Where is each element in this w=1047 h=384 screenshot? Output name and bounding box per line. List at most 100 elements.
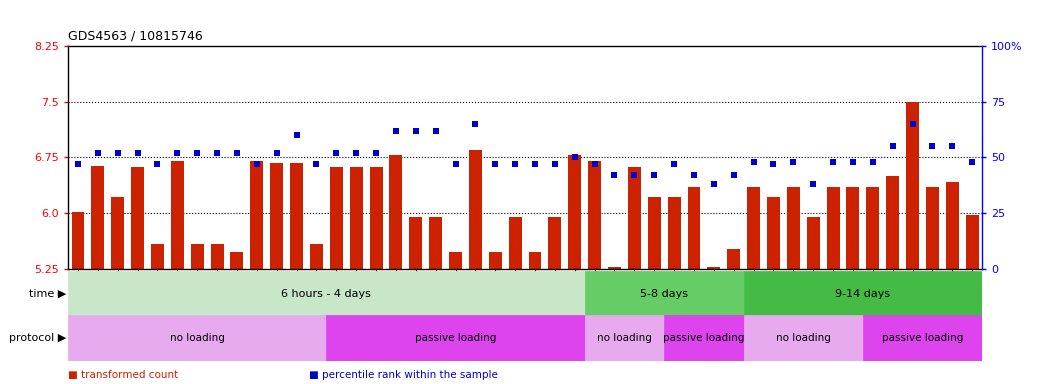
Point [646, 172, 663, 178]
Point [109, 150, 126, 156]
Bar [250, 161, 263, 269]
Text: ■ transformed count: ■ transformed count [68, 370, 178, 380]
Point [208, 150, 225, 156]
Bar [327, 315, 584, 361]
Bar [648, 197, 661, 269]
Text: 9-14 days: 9-14 days [836, 289, 890, 299]
Point [845, 159, 862, 165]
Bar [350, 167, 362, 269]
Point [507, 161, 524, 167]
Point [905, 121, 921, 127]
Bar [668, 197, 681, 269]
Point [745, 159, 762, 165]
Point [626, 172, 643, 178]
Text: GDS4563 / 10815746: GDS4563 / 10815746 [68, 29, 203, 42]
Point [686, 172, 703, 178]
Point [785, 159, 802, 165]
Point [805, 181, 822, 187]
Bar [584, 271, 743, 317]
Point [348, 150, 364, 156]
Text: no loading: no loading [170, 333, 225, 343]
Point [427, 127, 444, 134]
Point [606, 172, 623, 178]
Bar [863, 315, 982, 361]
Bar [131, 167, 144, 269]
Point [726, 172, 742, 178]
Bar [310, 244, 322, 269]
Point [566, 154, 583, 161]
Point [387, 127, 404, 134]
Point [308, 161, 325, 167]
Bar [270, 163, 283, 269]
Text: protocol ▶: protocol ▶ [8, 333, 66, 343]
Bar [509, 217, 521, 269]
Text: ■ percentile rank within the sample: ■ percentile rank within the sample [309, 370, 497, 380]
Point [885, 143, 901, 149]
Text: passive loading: passive loading [882, 333, 963, 343]
Text: 5-8 days: 5-8 days [640, 289, 688, 299]
Bar [807, 217, 820, 269]
Point [527, 161, 543, 167]
Bar [767, 197, 780, 269]
Point [586, 161, 603, 167]
Bar [728, 249, 740, 269]
Point [169, 150, 185, 156]
Point [328, 150, 344, 156]
Point [944, 143, 961, 149]
Point [487, 161, 504, 167]
Bar [171, 161, 184, 269]
Bar [409, 217, 422, 269]
Bar [588, 161, 601, 269]
Bar [743, 271, 982, 317]
Point [149, 161, 165, 167]
Bar [449, 252, 462, 269]
Point [865, 159, 882, 165]
Bar [743, 315, 863, 361]
Bar [111, 197, 125, 269]
Bar [489, 252, 502, 269]
Bar [210, 244, 224, 269]
Bar [664, 315, 743, 361]
Point [288, 132, 305, 138]
Point [666, 161, 683, 167]
Point [706, 181, 722, 187]
Bar [886, 176, 899, 269]
Bar [68, 271, 584, 317]
Bar [708, 266, 720, 269]
Bar [846, 187, 860, 269]
Bar [628, 167, 641, 269]
Bar [330, 167, 342, 269]
Bar [71, 212, 85, 269]
Bar [389, 155, 402, 269]
Point [248, 161, 265, 167]
Bar [68, 315, 327, 361]
Bar [370, 167, 382, 269]
Text: passive loading: passive loading [415, 333, 496, 343]
Bar [945, 182, 959, 269]
Bar [549, 217, 561, 269]
Bar [230, 252, 243, 269]
Bar [584, 315, 664, 361]
Bar [906, 102, 919, 269]
Point [765, 161, 782, 167]
Bar [826, 187, 840, 269]
Bar [608, 267, 621, 269]
Text: no loading: no loading [597, 333, 652, 343]
Bar [529, 252, 541, 269]
Point [825, 159, 842, 165]
Bar [91, 166, 105, 269]
Bar [965, 215, 979, 269]
Bar [290, 163, 303, 269]
Bar [469, 150, 482, 269]
Point [447, 161, 464, 167]
Bar [569, 155, 581, 269]
Bar [429, 217, 442, 269]
Bar [787, 187, 800, 269]
Point [964, 159, 981, 165]
Point [268, 150, 285, 156]
Point [188, 150, 205, 156]
Point [925, 143, 941, 149]
Point [69, 161, 86, 167]
Point [407, 127, 424, 134]
Bar [748, 187, 760, 269]
